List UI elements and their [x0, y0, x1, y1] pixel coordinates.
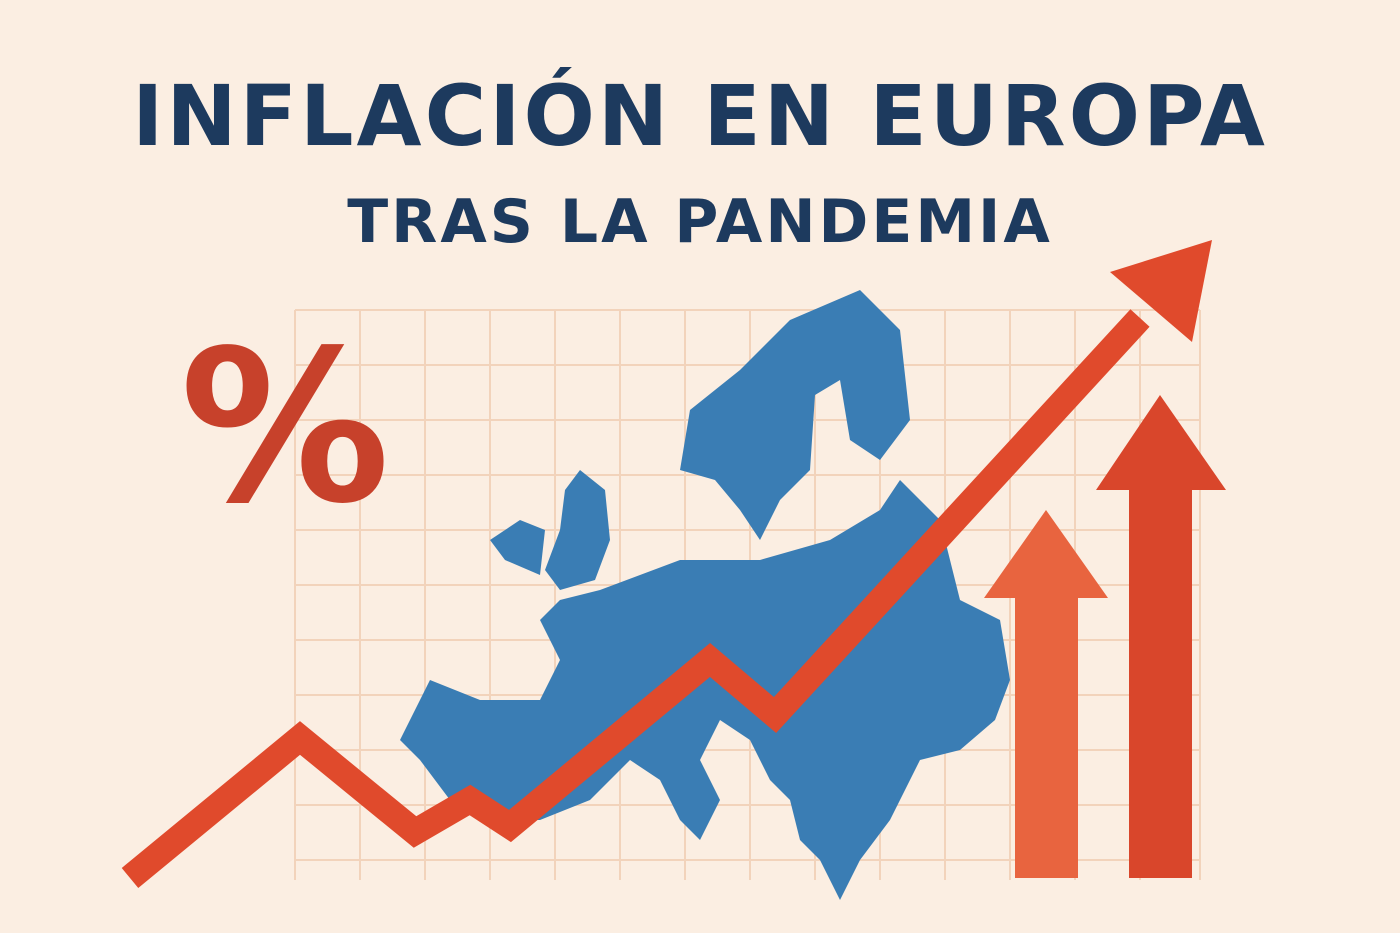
- subtitle: TRAS LA PANDEMIA: [347, 187, 1053, 257]
- up-arrow-large: [1096, 395, 1226, 878]
- title: INFLACIÓN EN EUROPA: [132, 67, 1268, 165]
- trend-arrow: [121, 240, 1212, 889]
- percent-symbol: %: [180, 305, 390, 550]
- up-arrow-small: [984, 510, 1108, 878]
